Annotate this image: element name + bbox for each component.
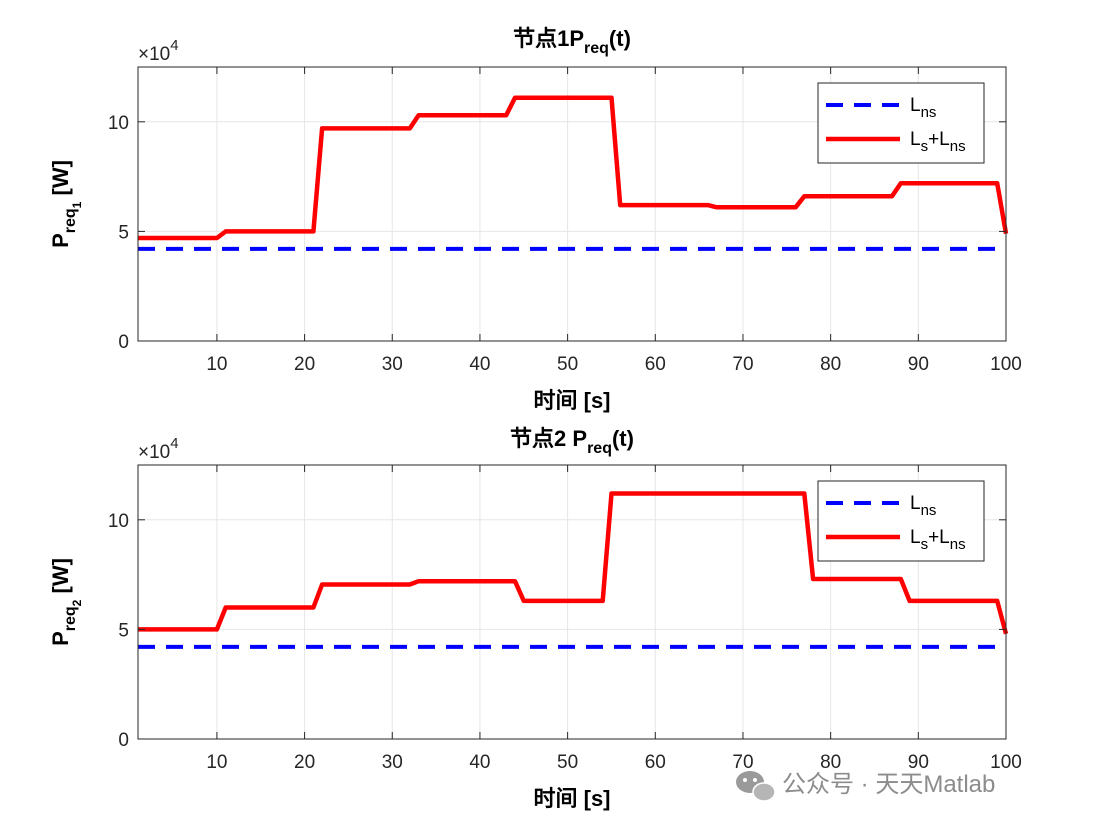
title-main: P	[572, 426, 587, 451]
y-label-unit: [W]	[48, 160, 73, 202]
y-tick-label: 10	[108, 113, 129, 134]
x-tick-label: 10	[206, 752, 227, 773]
title-subscript: req	[587, 440, 612, 457]
exponent-power: 4	[170, 37, 178, 54]
legend-main: L	[910, 527, 921, 548]
y-label-subsub: 2	[70, 599, 84, 606]
legend-extra: +L	[928, 129, 950, 150]
x-tick-label: 60	[645, 752, 666, 773]
y-axis-label: Preq1 [W]	[48, 160, 84, 248]
x-axis-label: 时间 [s]	[533, 388, 610, 413]
legend-main: L	[910, 129, 921, 150]
y-label-main: P	[48, 233, 73, 248]
x-tick-label: 80	[820, 354, 841, 375]
legend-label: Ls+Lns	[910, 129, 966, 155]
y-label-sub: req	[62, 208, 79, 233]
x-tick-label: 80	[820, 752, 841, 773]
x-tick-label: 50	[557, 354, 578, 375]
x-tick-label: 40	[469, 752, 490, 773]
y-exponent-label: ×104	[138, 435, 179, 463]
wechat-eye	[743, 778, 747, 782]
y-label-sub: req	[62, 606, 79, 631]
x-tick-label: 10	[206, 354, 227, 375]
x-tick-label: 30	[382, 354, 403, 375]
legend-label: Lns	[910, 95, 936, 121]
x-axis-label: 时间 [s]	[533, 786, 610, 811]
chart-title: 节点2 Preq(t)	[510, 426, 634, 457]
x-tick-label: 40	[469, 354, 490, 375]
title-subscript: req	[584, 40, 609, 57]
axes-box	[137, 66, 1007, 342]
x-tick-label: 20	[294, 752, 315, 773]
y-label-main: P	[48, 631, 73, 646]
x-tick-label: 50	[557, 752, 578, 773]
legend-extra-sub: ns	[950, 536, 966, 553]
x-tick-label: 20	[294, 354, 315, 375]
legend-sub: s	[921, 138, 929, 155]
title-suffix: (t)	[609, 26, 631, 51]
wechat-eye	[753, 778, 757, 782]
legend-sub: ns	[921, 104, 937, 121]
exponent-base: ×10	[138, 442, 170, 463]
y-tick-label: 5	[118, 222, 129, 243]
legend-main: L	[910, 95, 921, 116]
x-axis-label-unit: [s]	[578, 388, 611, 413]
wechat-icon	[736, 771, 776, 802]
x-tick-label: 30	[382, 752, 403, 773]
axes-box	[137, 464, 1007, 740]
x-tick-label: 90	[908, 752, 929, 773]
y-exponent-label: ×104	[138, 37, 179, 65]
legend-extra: +L	[928, 527, 950, 548]
legend-sub: ns	[921, 502, 937, 519]
chart-title: 节点1Preq(t)	[513, 26, 631, 57]
exponent-power: 4	[170, 435, 178, 452]
x-tick-label: 70	[732, 354, 753, 375]
title-prefix: 节点1	[513, 26, 569, 51]
watermark: 公众号 · 天天Matlab	[736, 771, 995, 802]
x-tick-label: 60	[645, 354, 666, 375]
title-suffix: (t)	[612, 426, 634, 451]
legend-label: Ls+Lns	[910, 527, 966, 553]
y-tick-label: 0	[118, 332, 129, 353]
exponent-base: ×10	[138, 44, 170, 65]
x-axis-label-text: 时间	[533, 388, 577, 413]
legend-main: L	[910, 493, 921, 514]
x-axis-label-text: 时间	[533, 786, 577, 811]
y-tick-label: 5	[118, 620, 129, 641]
series-line-ls-lns	[138, 95, 1009, 241]
legend-box	[817, 82, 985, 164]
legend-extra-sub: ns	[950, 138, 966, 155]
y-tick-label: 10	[108, 511, 129, 532]
title-main: P	[569, 26, 584, 51]
x-tick-label: 90	[908, 354, 929, 375]
x-axis-label-unit: [s]	[578, 786, 611, 811]
wechat-bubble-small	[752, 782, 776, 802]
y-label-unit: [W]	[48, 558, 73, 600]
y-tick-label: 0	[118, 730, 129, 751]
y-label-subsub: 1	[70, 201, 84, 208]
series-line-ls-lns	[138, 491, 1009, 635]
x-tick-label: 100	[990, 354, 1022, 375]
x-tick-label: 70	[732, 752, 753, 773]
legend-box	[817, 480, 985, 562]
legend-label: Lns	[910, 493, 936, 519]
y-axis-label: Preq2 [W]	[48, 558, 84, 646]
x-tick-label: 100	[990, 752, 1022, 773]
title-prefix: 节点2	[510, 426, 572, 451]
legend-sub: s	[921, 536, 929, 553]
watermark-text: 公众号 · 天天Matlab	[782, 771, 995, 798]
